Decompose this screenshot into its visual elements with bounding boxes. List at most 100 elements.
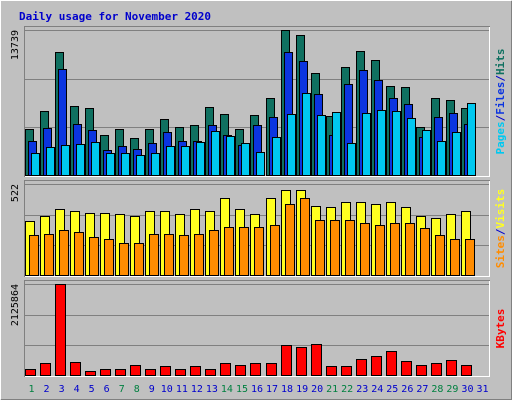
y-max-label: 522 xyxy=(10,184,21,202)
x-axis-labels: 1 2 3 4 5 6 7 8 9 10 11 12 13 14 15 16 17 18 19 20 21 22 23 24 2… xyxy=(29,384,489,395)
bar-kbytes-day-18 xyxy=(281,345,292,376)
y-max-label: 2125864 xyxy=(10,284,21,326)
bar-pages-day-20 xyxy=(317,115,326,176)
bar-pages-day-30 xyxy=(467,103,476,176)
bar-kbytes-day-8 xyxy=(130,365,141,376)
x-tick-label: 15 xyxy=(236,384,248,395)
bar-pages-day-10 xyxy=(166,146,175,176)
x-tick-label: 14 xyxy=(221,384,233,395)
bar-pages-day-5 xyxy=(91,142,100,176)
bar-sites-day-15 xyxy=(239,227,249,276)
bar-pages-day-1 xyxy=(31,153,40,176)
bar-pages-day-13 xyxy=(211,131,220,176)
plot-area-shadow xyxy=(24,26,490,177)
x-tick-label: 21 xyxy=(326,384,338,395)
x-tick-label: 10 xyxy=(161,384,173,395)
bar-kbytes-day-3 xyxy=(55,284,66,376)
bar-pages-day-22 xyxy=(347,143,356,176)
bar-pages-day-15 xyxy=(241,143,250,176)
bar-kbytes-day-2 xyxy=(40,363,51,376)
x-tick-label: 11 xyxy=(176,384,188,395)
bar-kbytes-day-14 xyxy=(220,363,231,376)
plot-area-highlight xyxy=(25,181,490,277)
x-tick-label: 29 xyxy=(446,384,458,395)
bar-pages-day-17 xyxy=(272,137,281,176)
bar-kbytes-day-15 xyxy=(235,365,246,376)
bar-sites-day-2 xyxy=(44,234,54,276)
bar-pages-day-28 xyxy=(437,141,446,176)
side-legend-label: Pages xyxy=(494,121,507,154)
bar-sites-day-29 xyxy=(450,239,460,276)
bar-sites-day-20 xyxy=(315,220,325,276)
bar-sites-day-21 xyxy=(330,220,340,276)
x-tick-label: 1 xyxy=(29,384,35,395)
bar-kbytes-day-6 xyxy=(100,369,111,376)
bars-visits xyxy=(25,190,475,276)
x-tick-label: 26 xyxy=(401,384,413,395)
x-tick-label: 20 xyxy=(311,384,323,395)
side-legend-label: Sites xyxy=(494,235,507,268)
bar-sites-day-28 xyxy=(435,235,445,276)
x-tick-label: 6 xyxy=(104,384,110,395)
x-tick-label: 18 xyxy=(281,384,293,395)
bar-kbytes-day-20 xyxy=(311,344,322,376)
x-tick-label: 17 xyxy=(266,384,278,395)
bar-sites-day-6 xyxy=(104,239,114,276)
bar-sites-day-1 xyxy=(29,235,39,276)
bar-sites-day-5 xyxy=(89,237,99,276)
bar-kbytes-day-12 xyxy=(190,366,201,376)
bar-pages-day-8 xyxy=(136,155,145,176)
bar-kbytes-day-28 xyxy=(431,363,442,376)
bar-sites-day-16 xyxy=(254,227,264,276)
bar-sites-day-22 xyxy=(345,220,355,276)
bar-pages-day-14 xyxy=(226,136,235,176)
side-legend-label: Hits xyxy=(494,49,507,76)
bar-sites-day-13 xyxy=(209,230,219,276)
bar-sites-day-14 xyxy=(224,227,234,276)
bar-sites-day-25 xyxy=(390,223,400,276)
bar-sites-day-9 xyxy=(149,234,159,276)
x-tick-label: 7 xyxy=(119,384,125,395)
x-tick-label: 8 xyxy=(134,384,140,395)
x-tick-label: 19 xyxy=(296,384,308,395)
bar-sites-day-18 xyxy=(285,204,295,276)
bar-sites-day-10 xyxy=(164,234,174,276)
side-legend-label: / xyxy=(494,75,507,82)
bar-sites-day-12 xyxy=(194,234,204,276)
plot-area-highlight xyxy=(25,281,490,377)
side-legend-visits: Sites/Visits xyxy=(494,189,507,269)
side-legend-label: Visits xyxy=(494,189,507,229)
bar-kbytes-day-21 xyxy=(326,366,337,376)
bar-sites-day-23 xyxy=(360,223,370,276)
bar-pages-day-7 xyxy=(121,153,130,176)
bar-kbytes-day-1 xyxy=(25,369,36,376)
bar-pages-day-3 xyxy=(61,145,70,176)
plot-area-shadow xyxy=(24,180,490,277)
x-tick-label: 13 xyxy=(206,384,218,395)
bar-kbytes-day-24 xyxy=(371,356,382,376)
y-max-label: 13739 xyxy=(10,30,21,60)
bar-kbytes-day-23 xyxy=(356,359,367,376)
panel-visits: 522 Sites/Visits xyxy=(10,180,507,277)
bar-sites-day-19 xyxy=(300,198,310,276)
bar-sites-day-8 xyxy=(134,243,144,276)
bar-kbytes-day-7 xyxy=(115,369,126,376)
bar-pages-day-6 xyxy=(106,153,115,176)
plot-area-shadow xyxy=(24,280,490,377)
x-tick-label: 16 xyxy=(251,384,263,395)
bar-kbytes-day-4 xyxy=(70,362,81,376)
chart-title: Daily usage for November 2020 xyxy=(19,10,211,23)
x-tick-label: 27 xyxy=(416,384,428,395)
series-pages xyxy=(31,93,476,176)
bar-sites-day-26 xyxy=(405,223,415,276)
bar-sites-day-27 xyxy=(420,228,430,276)
bar-kbytes-day-27 xyxy=(416,365,427,376)
bar-pages-day-16 xyxy=(256,152,265,176)
bar-sites-day-3 xyxy=(59,230,69,276)
bar-pages-day-18 xyxy=(287,114,296,176)
side-legend-label: Files xyxy=(494,82,507,115)
series-kbytes xyxy=(25,284,472,376)
bar-pages-day-25 xyxy=(392,111,401,176)
